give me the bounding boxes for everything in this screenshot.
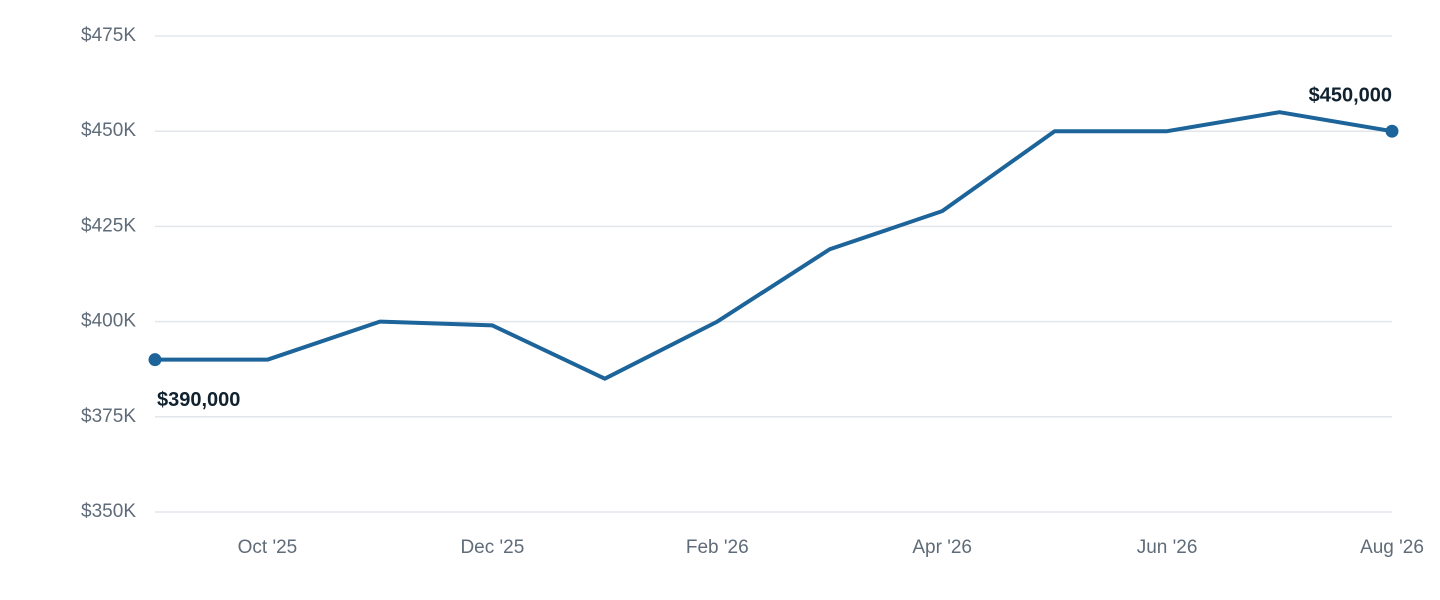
x-tick-label: Aug '26 <box>1360 537 1424 558</box>
x-tick-label: Oct '25 <box>238 537 298 558</box>
x-tick-label: Feb '26 <box>686 537 749 558</box>
y-tick-label: $475K <box>81 25 136 46</box>
x-tick-label: Jun '26 <box>1137 537 1198 558</box>
y-tick-label: $425K <box>81 215 136 236</box>
line <box>155 110 1393 381</box>
point <box>148 353 162 367</box>
y-tick-label: $450K <box>81 120 136 141</box>
x-tick-label: Apr '26 <box>912 537 972 558</box>
y-tick-label: $350K <box>81 501 136 522</box>
y-tick-label: $375K <box>81 406 136 427</box>
value-label: $390,000 <box>157 389 240 411</box>
point <box>1385 124 1399 138</box>
value-label: $450,000 <box>1309 84 1392 106</box>
y-tick-label: $400K <box>81 311 136 332</box>
x-tick-label: Dec '25 <box>460 537 524 558</box>
